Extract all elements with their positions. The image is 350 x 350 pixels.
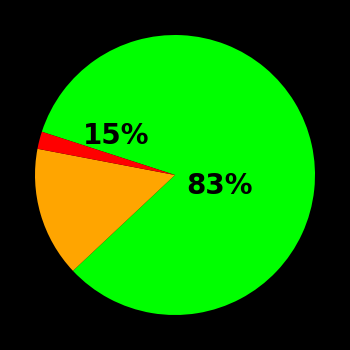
Wedge shape xyxy=(37,132,175,175)
Text: 83%: 83% xyxy=(187,172,253,200)
Text: 15%: 15% xyxy=(83,122,149,150)
Wedge shape xyxy=(42,35,315,315)
Wedge shape xyxy=(35,149,175,271)
